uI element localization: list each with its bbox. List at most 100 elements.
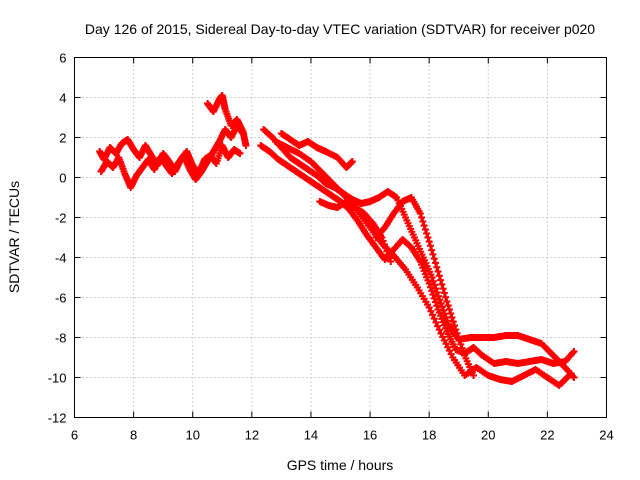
data-point — [458, 344, 466, 352]
data-point — [416, 210, 424, 217]
series-track-g — [277, 130, 356, 171]
data-point — [437, 300, 445, 307]
data-point — [431, 281, 439, 289]
y-tick-label: -12 — [48, 411, 67, 426]
data-point — [420, 222, 428, 229]
series-track-f — [271, 138, 575, 389]
data-point — [424, 234, 432, 241]
y-tick-label: -6 — [55, 291, 67, 306]
data-point — [421, 226, 429, 233]
data-point — [452, 326, 460, 333]
data-point — [442, 293, 450, 301]
x-tick-label: 14 — [304, 428, 318, 443]
data-point — [387, 258, 395, 265]
data-point — [428, 246, 436, 254]
data-point — [443, 298, 451, 305]
data-point — [438, 303, 446, 311]
y-tick-label: -10 — [48, 371, 67, 386]
data-point — [456, 337, 464, 345]
data-point — [445, 320, 453, 328]
x-tick-label: 10 — [185, 428, 199, 443]
data-point — [432, 298, 439, 306]
chart-title: Day 126 of 2015, Sidereal Day-to-day VTE… — [85, 21, 595, 37]
y-axis-label: SDTVAR / TECUs — [6, 181, 22, 293]
data-point — [433, 288, 441, 296]
data-point — [432, 259, 439, 267]
y-tick-label: 2 — [59, 131, 66, 146]
data-point — [443, 317, 451, 325]
data-point — [384, 251, 392, 259]
data-point — [428, 287, 436, 295]
data-point — [425, 304, 433, 311]
x-tick-label: 6 — [71, 428, 78, 443]
series-track-c — [204, 92, 250, 149]
x-tick-label: 16 — [363, 428, 377, 443]
data-point — [434, 322, 442, 330]
data-point — [454, 333, 462, 341]
data-point — [418, 214, 426, 221]
data-point — [426, 242, 434, 250]
data-point — [236, 150, 244, 157]
x-tick-label: 12 — [245, 428, 259, 443]
x-tick-label: 20 — [481, 428, 495, 443]
x-tick-label: 18 — [422, 428, 436, 443]
data-point — [419, 218, 427, 225]
data-point — [432, 318, 440, 326]
data-point — [453, 329, 461, 337]
x-axis-label: GPS time / hours — [287, 457, 394, 473]
data-point — [570, 374, 578, 381]
data-point — [425, 280, 433, 287]
series-track-b — [97, 122, 247, 191]
data-point — [442, 313, 450, 321]
data-point — [447, 310, 455, 317]
data-point — [434, 292, 442, 300]
data-point — [438, 280, 446, 288]
y-tick-label: 4 — [59, 91, 66, 106]
data-point — [449, 318, 457, 325]
data-point — [379, 237, 387, 245]
data-point — [439, 285, 447, 293]
data-point — [435, 272, 443, 280]
data-point — [430, 255, 438, 263]
series-track-i — [372, 194, 477, 379]
data-point — [459, 348, 467, 356]
data-point — [426, 283, 434, 291]
data-point — [433, 302, 441, 310]
data-point — [470, 372, 477, 379]
data-point — [429, 311, 437, 319]
y-tick-label: -4 — [55, 251, 67, 266]
data-point — [427, 307, 435, 315]
data-point — [457, 340, 465, 348]
y-tick-label: 0 — [59, 171, 66, 186]
data-point — [437, 276, 445, 284]
data-point — [430, 315, 438, 323]
data-point — [382, 244, 390, 252]
data-point — [380, 240, 388, 248]
data-point — [429, 291, 437, 299]
y-tick-label: -2 — [55, 211, 67, 226]
data-point — [425, 238, 433, 245]
data-point — [441, 310, 449, 318]
data-point — [383, 247, 391, 255]
data-point — [445, 306, 453, 313]
data-point — [423, 230, 431, 237]
y-tick-label: -8 — [55, 331, 67, 346]
data-point — [435, 326, 443, 334]
data-point — [567, 370, 575, 377]
data-point — [433, 263, 441, 271]
data-points — [96, 92, 578, 389]
data-point — [429, 250, 437, 258]
data-point — [448, 314, 456, 321]
data-point — [432, 285, 440, 293]
data-point — [570, 348, 578, 355]
data-point — [385, 254, 393, 262]
data-point — [436, 296, 444, 304]
data-point — [434, 268, 442, 275]
x-tick-label: 22 — [540, 428, 554, 443]
plot-frame — [74, 57, 607, 418]
data-point — [242, 142, 250, 149]
data-point — [451, 322, 458, 329]
